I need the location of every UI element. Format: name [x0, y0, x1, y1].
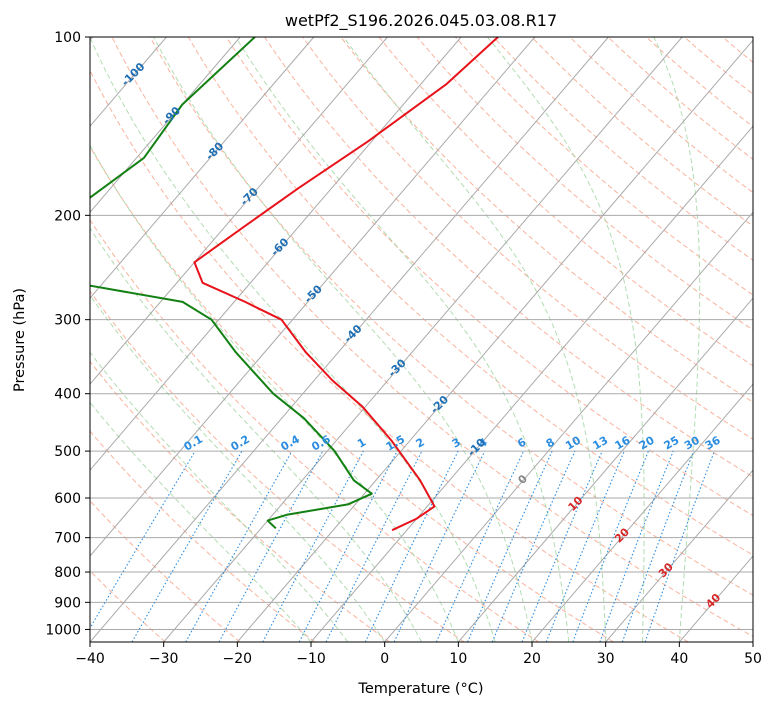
mixing-ratio-line — [545, 450, 625, 642]
x-tick-label: −30 — [149, 651, 179, 667]
mixing-ratio-line — [185, 450, 293, 642]
dry-adiabat — [90, 290, 465, 642]
dry-adiabat — [90, 360, 390, 642]
isotherm-line — [90, 37, 315, 299]
isotherm-line — [457, 297, 753, 642]
x-tick-label: 40 — [670, 651, 688, 667]
dry-adiabat — [302, 37, 753, 440]
y-axis-title: Pressure (hPa) — [12, 288, 28, 392]
y-tick-label: 600 — [54, 491, 81, 507]
moist-adiabat — [653, 37, 701, 642]
y-tick-label: 800 — [54, 565, 81, 581]
dry-adiabat — [378, 37, 753, 367]
x-axis-title: Temperature (°C) — [357, 681, 483, 697]
mixing-ratio-line — [435, 450, 525, 642]
y-tick-label: 300 — [54, 313, 81, 329]
mixing-ratio-line — [644, 450, 716, 642]
dewpoint-line — [90, 37, 373, 530]
moist-adiabat — [90, 294, 386, 642]
mixing-ratio-line — [90, 450, 196, 630]
moist-adiabat — [90, 227, 422, 642]
plot-frame — [89, 36, 754, 643]
x-tick-label: −20 — [223, 651, 253, 667]
y-tick-label: 400 — [54, 387, 81, 403]
isotherm-line — [310, 125, 753, 642]
mixing-ratio-line — [262, 450, 364, 642]
moist-adiabat — [487, 37, 645, 642]
isotherm-line — [605, 469, 753, 642]
x-tick-label: 50 — [744, 651, 762, 667]
isotherm-line — [90, 37, 609, 642]
dry-adiabat — [187, 37, 753, 556]
isotherm-line — [384, 211, 753, 642]
mixing-ratio-line — [466, 450, 553, 642]
dry-adiabat — [90, 219, 540, 642]
isotherm-line — [90, 37, 462, 471]
isotherm-line — [90, 37, 241, 213]
mixing-ratio-line — [298, 450, 398, 642]
temperature-line — [193, 37, 499, 532]
mixing-ratio-line — [364, 450, 459, 642]
moist-adiabat — [90, 144, 459, 642]
y-tick-label: 100 — [54, 30, 81, 46]
y-tick-label: 700 — [54, 531, 81, 547]
dry-adiabat — [149, 37, 753, 596]
isotherm-line — [90, 37, 388, 385]
mixing-ratio-line — [491, 450, 576, 642]
dry-adiabat — [90, 500, 241, 642]
mixing-ratio-line — [393, 450, 486, 642]
chart-title: wetPf2_S196.2026.045.03.08.R17 — [285, 11, 557, 31]
dry-adiabat — [90, 69, 689, 642]
moist-adiabat — [235, 37, 570, 642]
x-tick-label: 20 — [523, 651, 541, 667]
dry-adiabat — [225, 37, 753, 517]
isotherm-line — [163, 37, 683, 642]
dry-adiabat — [90, 145, 614, 642]
x-tick-label: 10 — [449, 651, 467, 667]
dry-adiabat — [90, 430, 315, 642]
moist-adiabat — [153, 37, 533, 642]
moist-adiabat — [343, 37, 607, 642]
mixing-ratio-line — [521, 450, 603, 642]
y-tick-label: 200 — [54, 208, 81, 224]
isotherm-line — [90, 37, 536, 557]
y-tick-label: 500 — [54, 444, 81, 460]
isotherm-line — [531, 383, 753, 642]
x-tick-label: 30 — [597, 651, 615, 667]
y-tick-label: 1000 — [45, 622, 81, 638]
mixing-ratio-line — [131, 450, 243, 642]
dry-adiabat — [264, 37, 753, 478]
x-tick-label: −40 — [75, 651, 105, 667]
y-tick-label: 900 — [54, 595, 81, 611]
mixing-ratio-line — [325, 450, 423, 642]
x-tick-label: 0 — [380, 651, 389, 667]
dry-adiabat — [416, 37, 753, 331]
x-tick-label: −10 — [296, 651, 326, 667]
moist-adiabat — [90, 351, 349, 642]
isotherm-line — [236, 39, 753, 642]
mixing-ratio-line — [218, 450, 324, 642]
